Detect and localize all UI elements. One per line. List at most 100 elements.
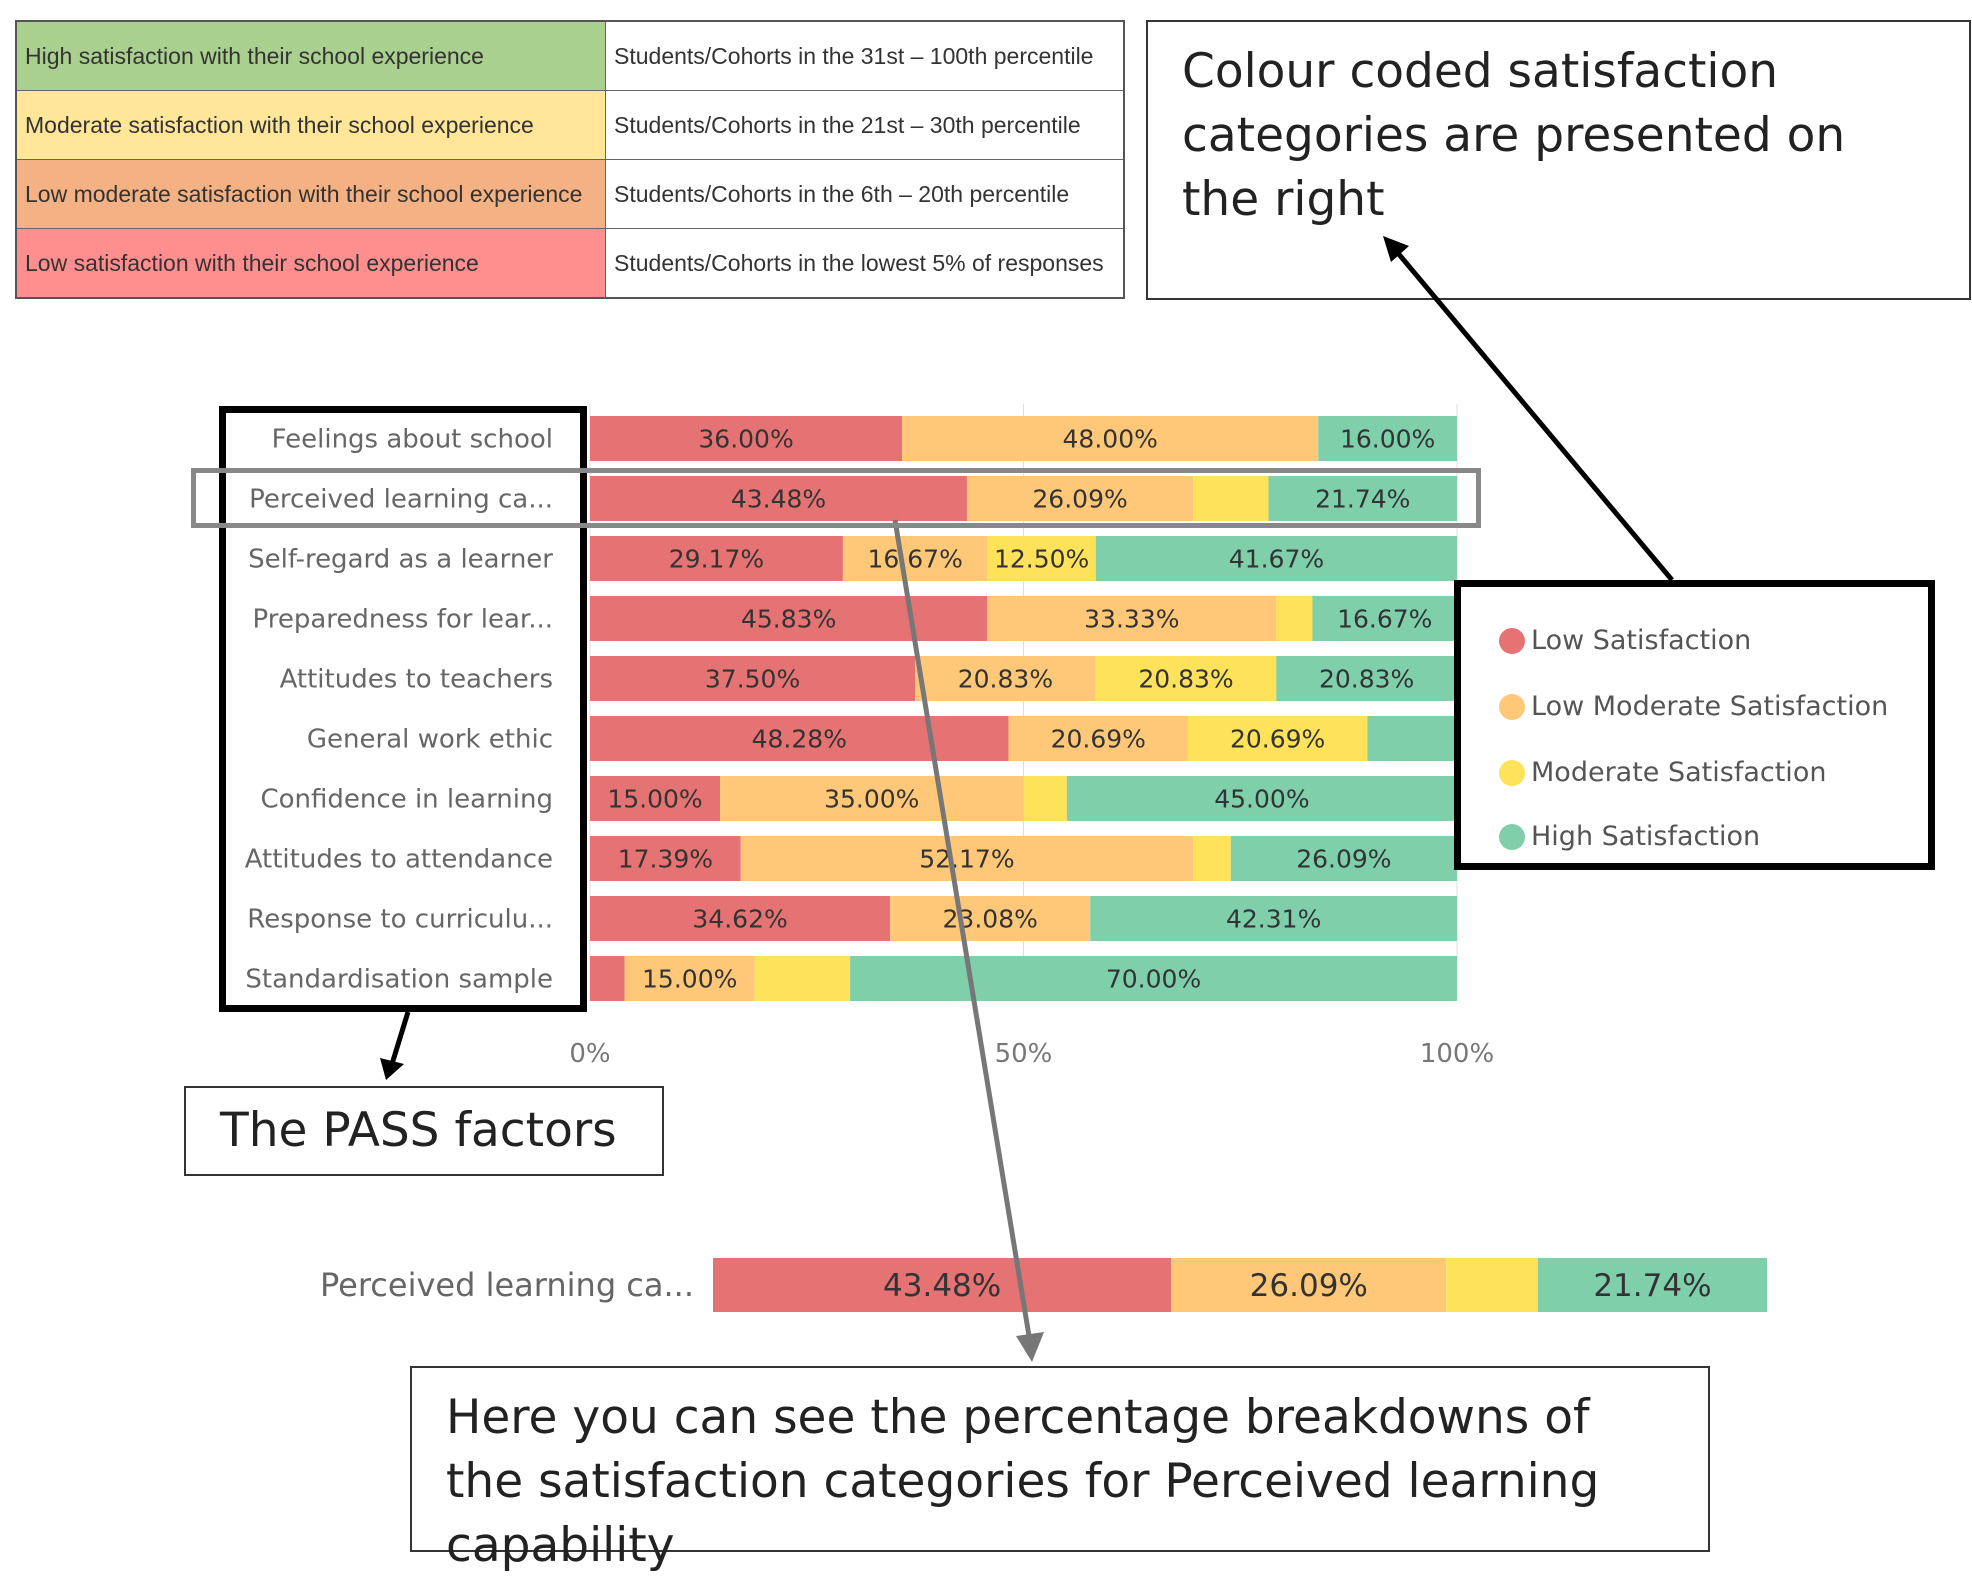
bar-segment [1090, 896, 1458, 941]
zoom-data-label: 43.48% [883, 1268, 1001, 1304]
category-name: Low moderate satisfaction with their sch… [15, 159, 606, 229]
zoom-bar-segment [1537, 1258, 1767, 1312]
category-row-low-moderate: Low moderate satisfaction with their sch… [15, 159, 1125, 229]
category-percentile: Students/Cohorts in the lowest 5% of res… [605, 228, 1125, 299]
bar-segment [1187, 716, 1368, 761]
bar-segment [590, 836, 741, 881]
category-row-moderate: Moderate satisfaction with their school … [15, 90, 1125, 160]
bar-segment [1268, 476, 1457, 521]
bar-segment [1276, 596, 1313, 641]
arrow-line [389, 1011, 411, 1065]
data-label: 20.69% [1230, 725, 1325, 754]
legend-label: High Satisfaction [1531, 821, 1761, 852]
arrow-head [380, 1058, 404, 1080]
legend-label: Low Satisfaction [1531, 625, 1752, 656]
data-label: 33.33% [1084, 605, 1179, 634]
bar-segment [590, 536, 843, 581]
data-label: 48.00% [1063, 425, 1158, 454]
data-label: 48.28% [752, 725, 847, 754]
bar-segment [740, 836, 1194, 881]
bar-segment [590, 476, 967, 521]
data-label: 35.00% [824, 785, 919, 814]
colour-coded-callout: Colour coded satisfaction categories are… [1146, 20, 1971, 300]
x-tick-label: 100% [1420, 1039, 1494, 1069]
data-label: 36.00% [698, 425, 793, 454]
bar-segment [842, 536, 988, 581]
bar-segment [1318, 416, 1457, 461]
zoom-data-label: 21.74% [1593, 1268, 1711, 1304]
data-label: 41.67% [1229, 545, 1324, 574]
breakdown-callout: Here you can see the percentage breakdow… [410, 1366, 1710, 1573]
y-category-label: Preparedness for lear... [253, 605, 554, 635]
y-category-label: Feelings about school [272, 425, 553, 455]
category-name: Moderate satisfaction with their school … [15, 90, 606, 160]
legend-label: Low Moderate Satisfaction [1531, 691, 1889, 722]
legend-dot-icon [1499, 627, 1525, 654]
bar-segment [624, 956, 755, 1001]
bar-segment [1066, 776, 1457, 821]
bar-segment [915, 656, 1096, 701]
y-category-label: Self-regard as a learner [248, 545, 553, 575]
data-label: 29.17% [669, 545, 764, 574]
data-label: 16.67% [868, 545, 963, 574]
y-category-label: Perceived learning ca... [249, 485, 553, 515]
bar-segment [1367, 716, 1457, 761]
perceived-learning-highlight [191, 468, 1481, 528]
y-category-label: Response to curriculu... [247, 905, 553, 935]
data-label: 15.00% [642, 965, 737, 994]
bar-segment [590, 956, 625, 1001]
legend-dot-icon [1499, 823, 1525, 850]
data-label: 37.50% [705, 665, 800, 694]
zoom-bar-segment [1171, 1258, 1447, 1312]
y-category-label: Attitudes to attendance [245, 845, 553, 875]
bar-segment [966, 476, 1194, 521]
legend-item-high: High Satisfaction [1499, 821, 1760, 852]
y-category-label: Attitudes to teachers [280, 665, 553, 695]
bar-segment [850, 956, 1457, 1001]
bar-segment [1276, 656, 1457, 701]
bar-segment [890, 896, 1091, 941]
pass-factors-callout: The PASS factors [184, 1086, 664, 1176]
data-label: 43.48% [731, 485, 826, 514]
data-label: 45.83% [741, 605, 836, 634]
bar-segment [1312, 596, 1457, 641]
bar-segment [987, 536, 1096, 581]
bar-segment [1008, 716, 1188, 761]
data-label: 17.39% [618, 845, 713, 874]
data-label: 15.00% [607, 785, 702, 814]
data-label: 12.50% [994, 545, 1089, 574]
legend-item-low: Low Satisfaction [1499, 625, 1751, 656]
y-category-label: General work ethic [307, 725, 553, 755]
bar-segment [720, 776, 1024, 821]
data-label: 26.09% [1032, 485, 1127, 514]
category-percentile: Students/Cohorts in the 21st – 30th perc… [605, 90, 1125, 160]
pass-factors-frame [219, 406, 587, 1012]
satisfaction-category-table: High satisfaction with their school expe… [15, 20, 1125, 299]
category-row-low: Low satisfaction with their school exper… [15, 228, 1125, 299]
data-label: 70.00% [1106, 965, 1201, 994]
data-label: 26.09% [1296, 845, 1391, 874]
bar-segment [590, 656, 916, 701]
legend-item-moderate: Moderate Satisfaction [1499, 757, 1826, 788]
data-label: 20.83% [1138, 665, 1233, 694]
annotation-arrows [380, 236, 1674, 1362]
bar-segment [590, 596, 988, 641]
bar-segment [1193, 476, 1269, 521]
zoom-bar-segment [713, 1258, 1172, 1312]
arrow-head [1383, 236, 1409, 262]
zoom-data-label: 26.09% [1250, 1268, 1368, 1304]
data-label: 21.74% [1315, 485, 1410, 514]
data-label: 16.00% [1340, 425, 1435, 454]
y-category-label: Standardisation sample [245, 965, 553, 995]
legend-item-low-moderate: Low Moderate Satisfaction [1499, 691, 1888, 722]
bar-segment [902, 416, 1319, 461]
legend-dot-icon [1499, 759, 1525, 786]
bar-segment [1230, 836, 1457, 881]
data-label: 52.17% [919, 845, 1014, 874]
bar-segment [1193, 836, 1231, 881]
category-percentile: Students/Cohorts in the 6th – 20th perce… [605, 159, 1125, 229]
y-category-label: Confidence in learning [261, 785, 554, 815]
data-label: 42.31% [1226, 905, 1321, 934]
data-label: 20.69% [1051, 725, 1146, 754]
